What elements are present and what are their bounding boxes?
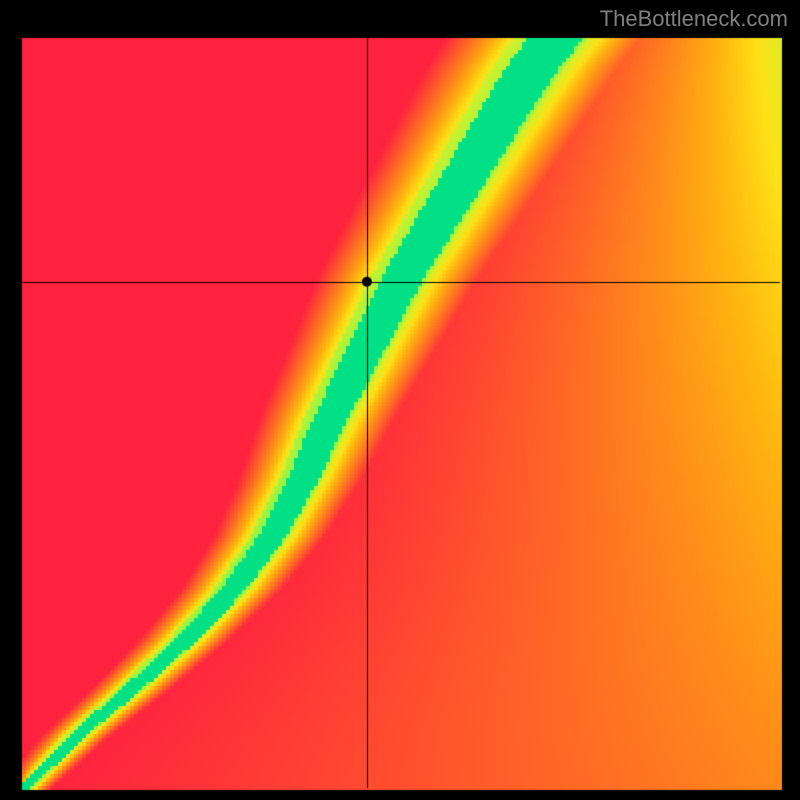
watermark-text: TheBottleneck.com xyxy=(600,6,788,32)
chart-container: { "type": "heatmap", "canvas": { "width"… xyxy=(0,0,800,800)
bottleneck-heatmap xyxy=(0,0,800,800)
